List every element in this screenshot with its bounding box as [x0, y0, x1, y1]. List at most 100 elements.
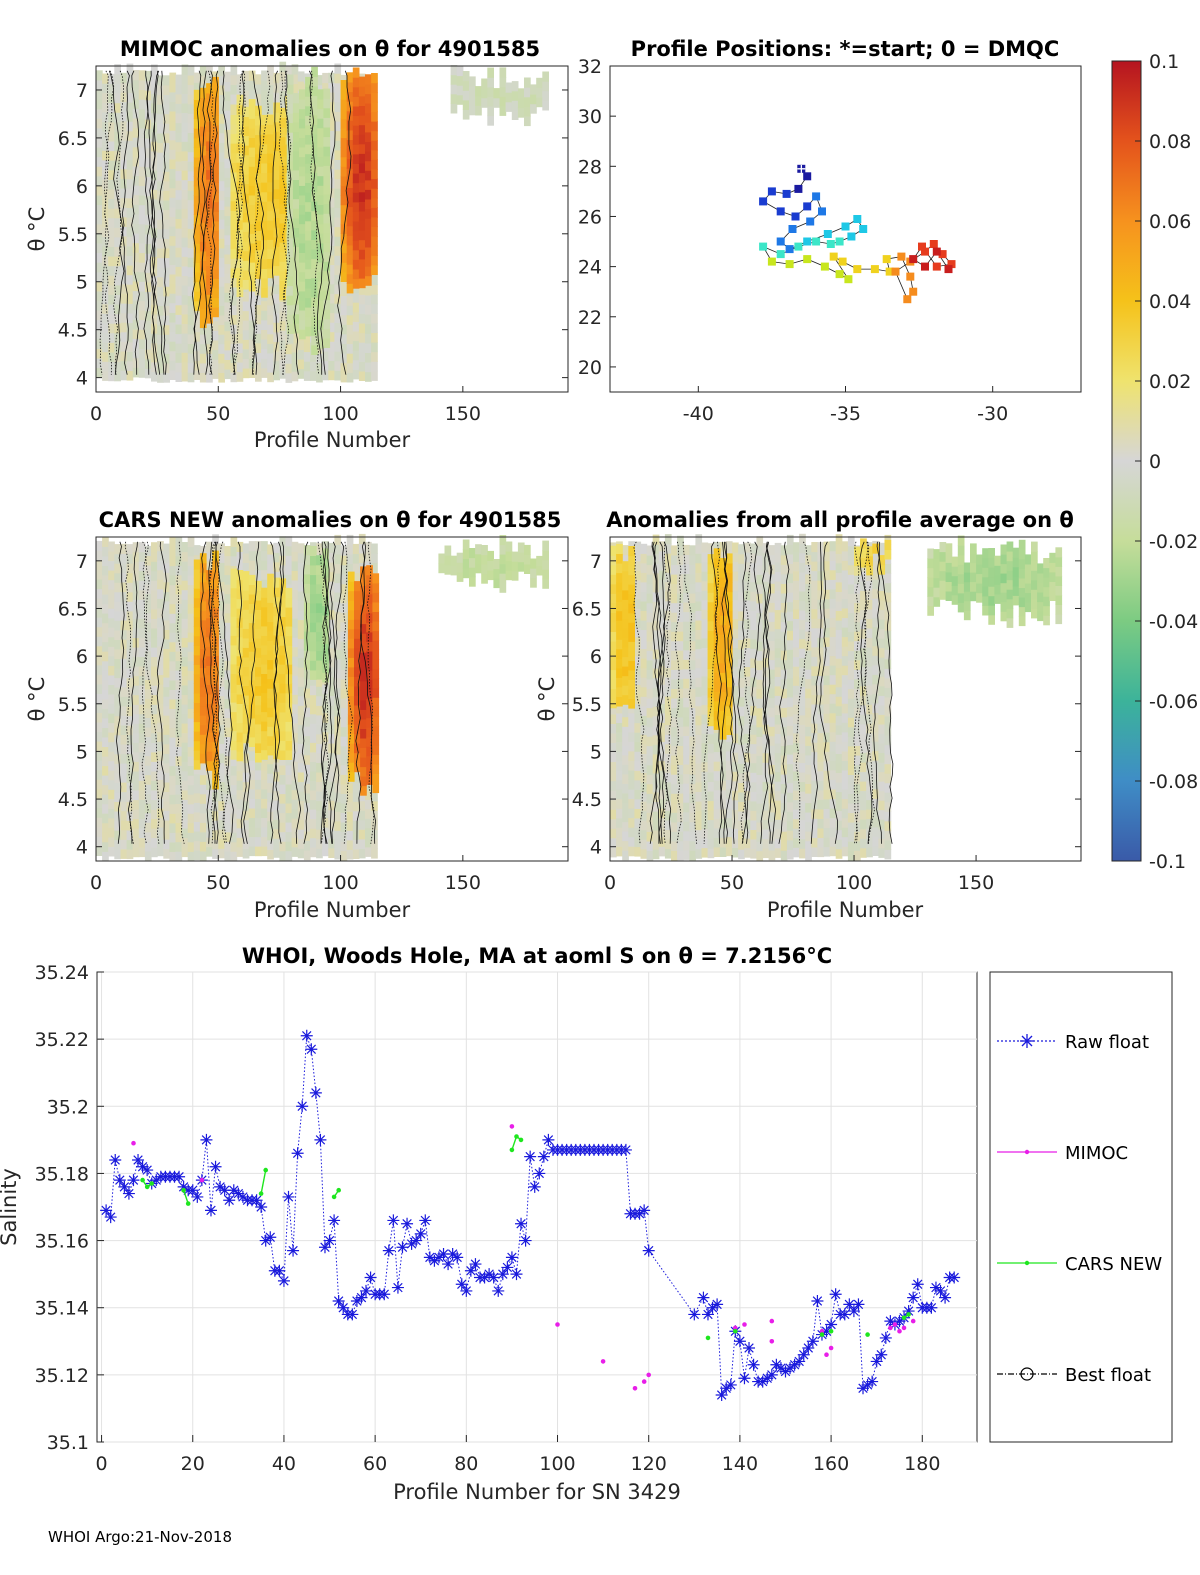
heat-cell	[108, 713, 115, 724]
heat-cell	[352, 77, 360, 88]
heat-cell	[279, 555, 287, 566]
heat-cell	[132, 175, 140, 186]
heat-cell	[322, 662, 329, 673]
heat-cell	[292, 131, 300, 142]
heat-cell	[163, 295, 170, 306]
heat-cell	[248, 118, 256, 129]
heat-cell	[634, 617, 642, 628]
heat-cell	[334, 811, 342, 822]
heat-cell	[169, 197, 177, 208]
heat-cell	[297, 705, 305, 716]
heat-cell	[365, 151, 372, 162]
heat-cell	[640, 772, 648, 783]
heat-cell	[291, 579, 299, 590]
heat-cell	[248, 80, 256, 91]
heat-cell	[658, 751, 666, 762]
heat-cell	[628, 798, 635, 809]
heat-cell	[299, 156, 306, 167]
heat-cell	[616, 836, 623, 847]
heat-cell	[450, 65, 458, 76]
heat-cell	[279, 301, 287, 312]
heat-cell	[372, 592, 380, 603]
heat-cell	[193, 545, 201, 556]
heat-cell	[126, 236, 134, 247]
heat-cell	[212, 230, 219, 241]
heat-cell	[248, 717, 256, 728]
heat-cell	[285, 65, 293, 77]
contour-line	[301, 541, 309, 844]
heat-cell	[206, 294, 213, 305]
heat-cell	[286, 285, 294, 296]
heat-cell	[187, 266, 195, 277]
heat-cell	[126, 734, 134, 745]
heat-cell	[248, 569, 256, 580]
heat-cell	[108, 589, 115, 600]
heat-cell	[199, 193, 207, 204]
position-marker	[759, 197, 768, 206]
heat-cell	[273, 121, 280, 132]
heat-cell	[640, 581, 648, 592]
heat-cell	[646, 793, 654, 804]
contour-line	[228, 70, 246, 375]
heat-cell	[634, 579, 642, 590]
heat-cell	[126, 92, 134, 103]
heat-cell	[96, 233, 103, 244]
heat-cell	[273, 140, 280, 151]
heat-cell	[212, 124, 219, 136]
heat-cell	[193, 597, 201, 608]
heat-cell	[212, 86, 219, 97]
heat-cell	[248, 560, 256, 571]
heat-cell	[505, 541, 513, 552]
heat-cell	[187, 218, 195, 229]
heat-cell	[346, 839, 354, 850]
heat-cell	[120, 553, 128, 564]
heat-cell	[212, 211, 219, 222]
heat-cell	[652, 610, 660, 621]
heat-cell	[328, 600, 335, 611]
heat-cell	[163, 629, 170, 640]
heat-cell	[291, 665, 299, 676]
heat-cell	[230, 711, 238, 722]
heat-cell	[132, 732, 140, 743]
heat-cell	[108, 541, 115, 552]
heat-cell	[299, 271, 306, 282]
heat-cell	[328, 322, 335, 333]
heat-cell	[689, 602, 696, 613]
contour-line	[271, 70, 279, 375]
heat-cell	[360, 699, 367, 710]
heat-cell	[248, 593, 256, 604]
heat-cell	[236, 789, 244, 800]
heat-cell	[658, 731, 666, 742]
position-marker	[803, 237, 812, 246]
heat-cell	[291, 837, 299, 848]
heat-cell	[236, 722, 244, 733]
position-marker	[791, 212, 800, 221]
heat-cell	[114, 706, 121, 717]
heat-cell	[187, 851, 195, 862]
heat-cell	[273, 739, 280, 750]
heat-cell	[242, 543, 250, 554]
heat-cell	[683, 687, 690, 698]
heat-cell	[340, 669, 348, 680]
heat-cell	[267, 754, 274, 765]
position-marker	[938, 250, 947, 259]
heat-cell	[236, 627, 244, 638]
heat-cell	[622, 792, 629, 803]
heat-cell	[317, 156, 324, 167]
heat-cell	[360, 633, 367, 644]
y-tick-label: 24	[578, 257, 602, 279]
heat-cell	[138, 147, 146, 158]
heat-cell	[132, 233, 140, 244]
position-marker	[776, 237, 785, 246]
heat-cell	[334, 735, 342, 746]
heat-cell	[328, 695, 335, 706]
heat-cell	[230, 210, 238, 221]
heat-cell	[658, 817, 666, 828]
heat-cell	[273, 561, 280, 572]
heat-cell	[144, 565, 152, 576]
heat-cell	[658, 560, 666, 571]
heat-cell	[175, 160, 183, 172]
heat-cell	[255, 323, 262, 334]
heat-cell	[677, 821, 684, 832]
heat-cell	[279, 578, 287, 589]
